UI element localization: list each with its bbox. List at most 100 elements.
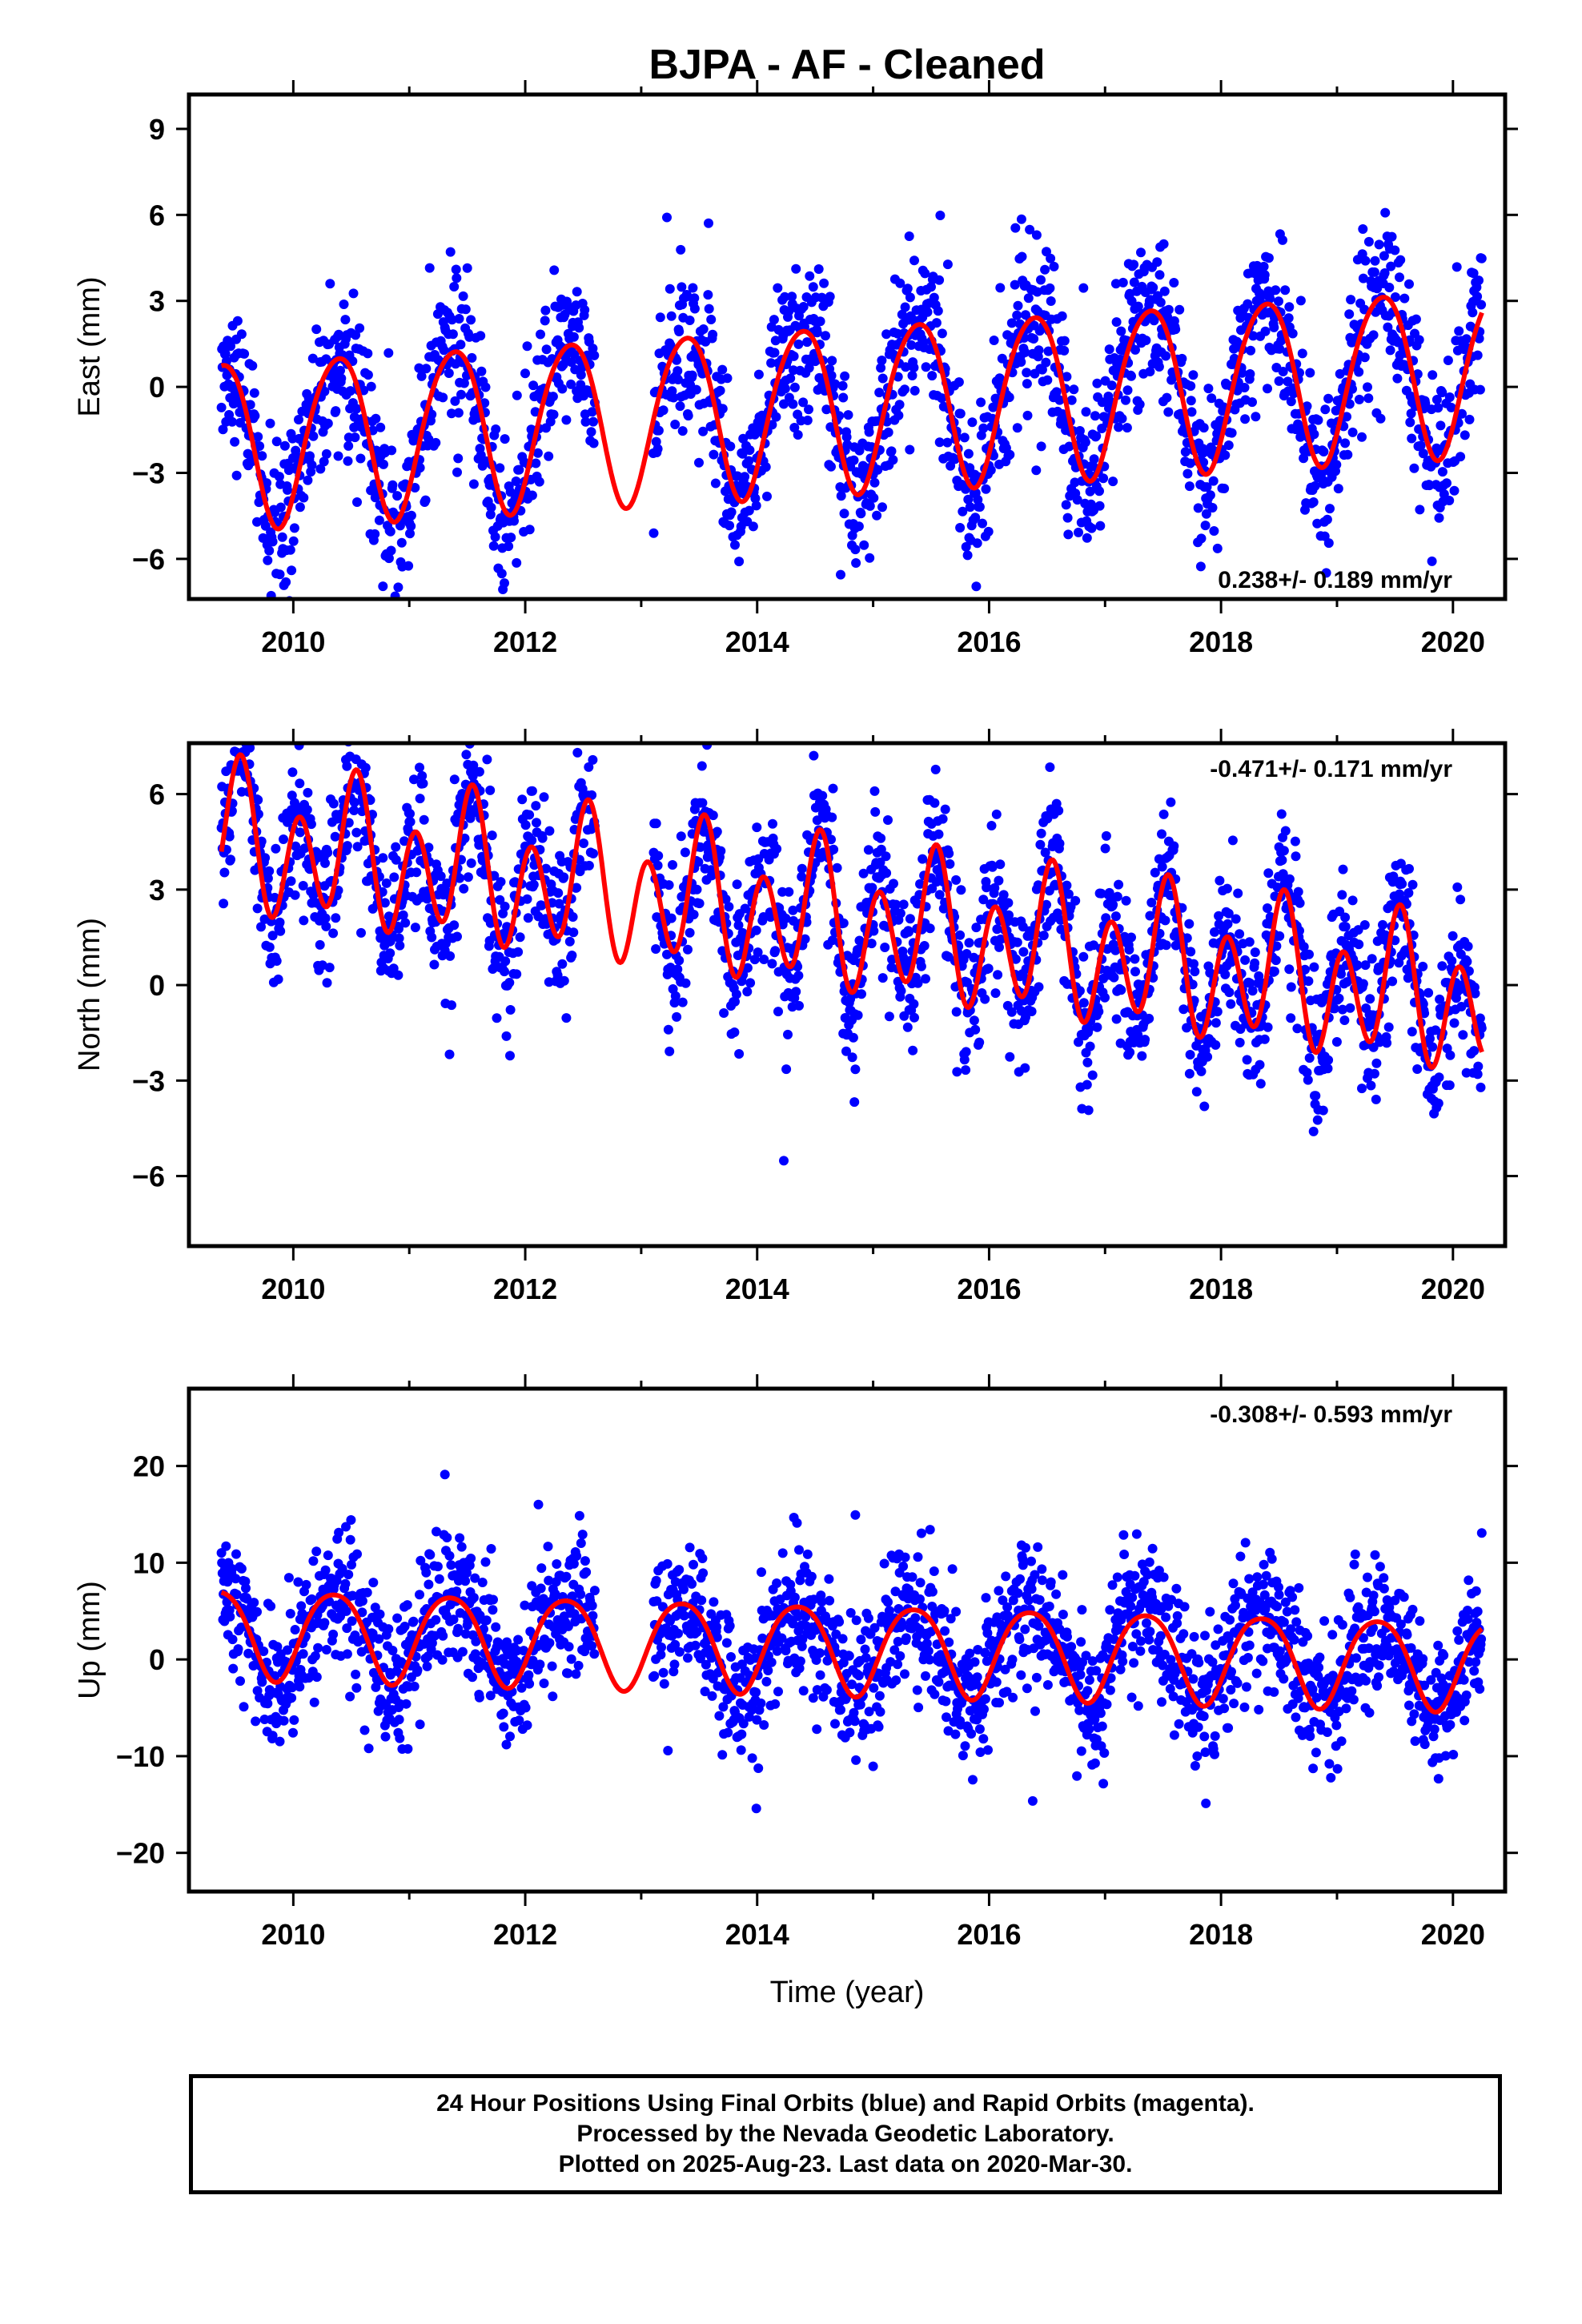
data-point [725, 441, 736, 452]
data-point [828, 783, 838, 794]
data-point [841, 1046, 851, 1056]
data-point [581, 723, 591, 733]
data-point [789, 382, 800, 392]
data-point [379, 459, 388, 469]
data-point [450, 396, 460, 406]
data-point [926, 282, 936, 292]
data-point [405, 817, 416, 827]
data-point [815, 316, 825, 327]
data-point [466, 858, 476, 868]
y-axis-label: North (mm) [73, 918, 106, 1072]
data-point [393, 970, 404, 980]
data-point [574, 323, 584, 333]
data-point [848, 1032, 858, 1043]
data-point [937, 393, 947, 404]
data-point [1437, 961, 1447, 971]
x-tick-label: 2012 [493, 1273, 557, 1305]
data-point [534, 476, 544, 487]
data-point [415, 762, 424, 773]
data-point [1244, 937, 1255, 947]
data-point [524, 810, 535, 820]
data-point [930, 764, 941, 774]
data-point [972, 538, 982, 549]
data-point [1223, 919, 1233, 929]
data-point [424, 434, 434, 444]
data-point [528, 380, 539, 391]
data-point [445, 247, 456, 257]
data-point [425, 1550, 436, 1560]
data-point [476, 331, 486, 341]
data-point [429, 959, 440, 970]
data-point [1036, 275, 1046, 285]
data-point [983, 526, 994, 537]
data-point [1012, 937, 1022, 947]
data-point [838, 392, 849, 403]
data-point [298, 1649, 308, 1659]
data-point [328, 1629, 339, 1639]
data-point [1083, 1105, 1094, 1116]
data-point [1284, 874, 1295, 884]
data-point [804, 404, 813, 415]
data-point [351, 710, 360, 719]
data-point [568, 927, 579, 938]
data-point [273, 974, 283, 984]
data-point [355, 721, 365, 730]
data-point [403, 1743, 413, 1754]
data-point [1134, 400, 1145, 409]
data-point [307, 460, 317, 470]
data-point [375, 1609, 385, 1619]
data-point [877, 502, 887, 513]
data-point [677, 997, 688, 1007]
data-point [1084, 1023, 1094, 1034]
data-point [1304, 1053, 1315, 1063]
data-point [836, 569, 845, 580]
data-point [311, 324, 322, 335]
data-point [500, 578, 509, 589]
data-point [1097, 397, 1107, 408]
data-point [548, 409, 559, 420]
data-point [970, 1024, 981, 1035]
data-point [1085, 486, 1095, 497]
data-point [751, 925, 761, 935]
data-point [738, 433, 749, 444]
data-point [536, 1563, 547, 1574]
data-point [522, 1720, 532, 1731]
x-tick-label: 2020 [1421, 1273, 1485, 1305]
data-point [235, 685, 245, 694]
data-point [1090, 411, 1100, 421]
data-point [1474, 333, 1484, 344]
data-point [881, 329, 892, 340]
data-point [350, 432, 360, 443]
data-point [1388, 871, 1399, 882]
data-point [227, 1634, 238, 1645]
data-point [482, 754, 492, 765]
data-point [674, 1565, 685, 1575]
data-point [449, 774, 460, 785]
data-point [677, 282, 687, 292]
data-point [1407, 433, 1417, 444]
data-point [537, 833, 548, 843]
data-point [1250, 958, 1260, 968]
x-tick-label: 2012 [493, 625, 557, 658]
data-point [1240, 955, 1251, 965]
data-point [1304, 949, 1314, 959]
data-point [456, 389, 466, 400]
data-point [452, 467, 462, 477]
data-point [559, 872, 569, 883]
data-point [697, 761, 707, 771]
data-point [689, 293, 700, 304]
data-point [1383, 322, 1393, 332]
data-point [381, 878, 391, 888]
data-point [694, 457, 704, 468]
data-point [257, 451, 267, 461]
data-point [793, 971, 804, 981]
data-point [231, 470, 242, 480]
data-point [277, 532, 287, 542]
data-point [340, 315, 351, 325]
data-point [804, 363, 814, 373]
data-point [355, 453, 366, 464]
data-point [742, 963, 753, 973]
data-point [1354, 939, 1364, 950]
data-point [488, 1605, 498, 1615]
data-point [366, 381, 376, 392]
